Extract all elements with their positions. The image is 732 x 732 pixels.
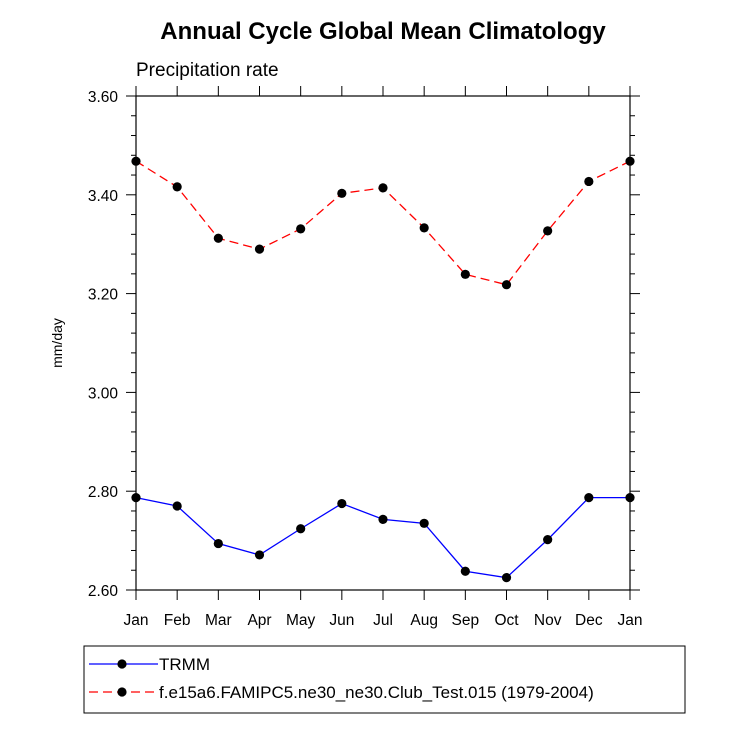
data-point	[543, 535, 553, 545]
chart-title: Annual Cycle Global Mean Climatology	[160, 18, 606, 45]
x-tick-label: Dec	[575, 612, 603, 629]
legend-box	[83, 645, 686, 714]
legend: TRMM f.e15a6.FAMIPC5.ne30_ne30.Club_Test.…	[83, 645, 686, 714]
x-tick-label: Feb	[164, 612, 191, 629]
x-tick-label: May	[286, 612, 316, 629]
x-tick-label: Mar	[205, 612, 232, 629]
data-point	[172, 501, 182, 511]
data-point	[131, 493, 141, 503]
x-tick-label: Aug	[410, 612, 438, 629]
x-tick-label: Sep	[452, 612, 480, 629]
legend-label: f.e15a6.FAMIPC5.ne30_ne30.Club_Test.015 …	[159, 683, 594, 702]
chart-subtitle: Precipitation rate	[136, 60, 279, 81]
data-point	[419, 223, 429, 233]
data-point	[625, 156, 635, 166]
y-tick-label: 2.80	[88, 484, 119, 501]
x-tick-label: Jul	[373, 612, 393, 629]
legend-label: TRMM	[159, 655, 210, 674]
data-point	[378, 183, 388, 193]
data-point	[460, 566, 470, 576]
data-point	[337, 188, 347, 198]
data-point	[172, 182, 182, 192]
x-tick-label: Apr	[247, 612, 271, 629]
data-point	[213, 538, 223, 549]
y-tick-label: 3.40	[88, 188, 119, 205]
data-point	[213, 233, 223, 243]
data-point	[501, 573, 512, 583]
series-line-2	[135, 160, 631, 286]
legend-marker	[117, 687, 127, 697]
x-tick-label: Jan	[618, 612, 643, 629]
x-tick-label: Oct	[494, 612, 519, 629]
x-tick-label: Jun	[329, 612, 354, 629]
data-point	[460, 269, 470, 279]
x-tick-label: Jan	[124, 612, 149, 629]
y-axis-label: mm/day	[49, 318, 65, 368]
series-line-1	[135, 496, 630, 579]
data-point	[543, 226, 553, 236]
y-tick-label: 3.60	[88, 89, 119, 106]
y-tick-label: 3.20	[88, 287, 119, 304]
legend-marker	[117, 659, 127, 669]
y-tick-label: 2.60	[88, 583, 119, 600]
x-tick-label: Nov	[534, 612, 562, 629]
data-point	[501, 280, 512, 290]
y-tick-label: 3.00	[88, 385, 119, 402]
data-point	[254, 550, 265, 560]
data-point	[296, 524, 306, 534]
plot-area: 2.60 2.80 3.00 3.20 3.40 3.60 Jan Feb Mar Apr May J…	[88, 86, 643, 629]
data-point	[378, 514, 388, 524]
data-point	[584, 176, 594, 187]
data-point	[625, 493, 635, 503]
data-point	[131, 156, 141, 166]
data-point	[419, 518, 429, 528]
data-point	[296, 224, 306, 234]
data-point	[584, 493, 594, 503]
data-point	[254, 244, 265, 254]
data-point	[337, 498, 347, 509]
